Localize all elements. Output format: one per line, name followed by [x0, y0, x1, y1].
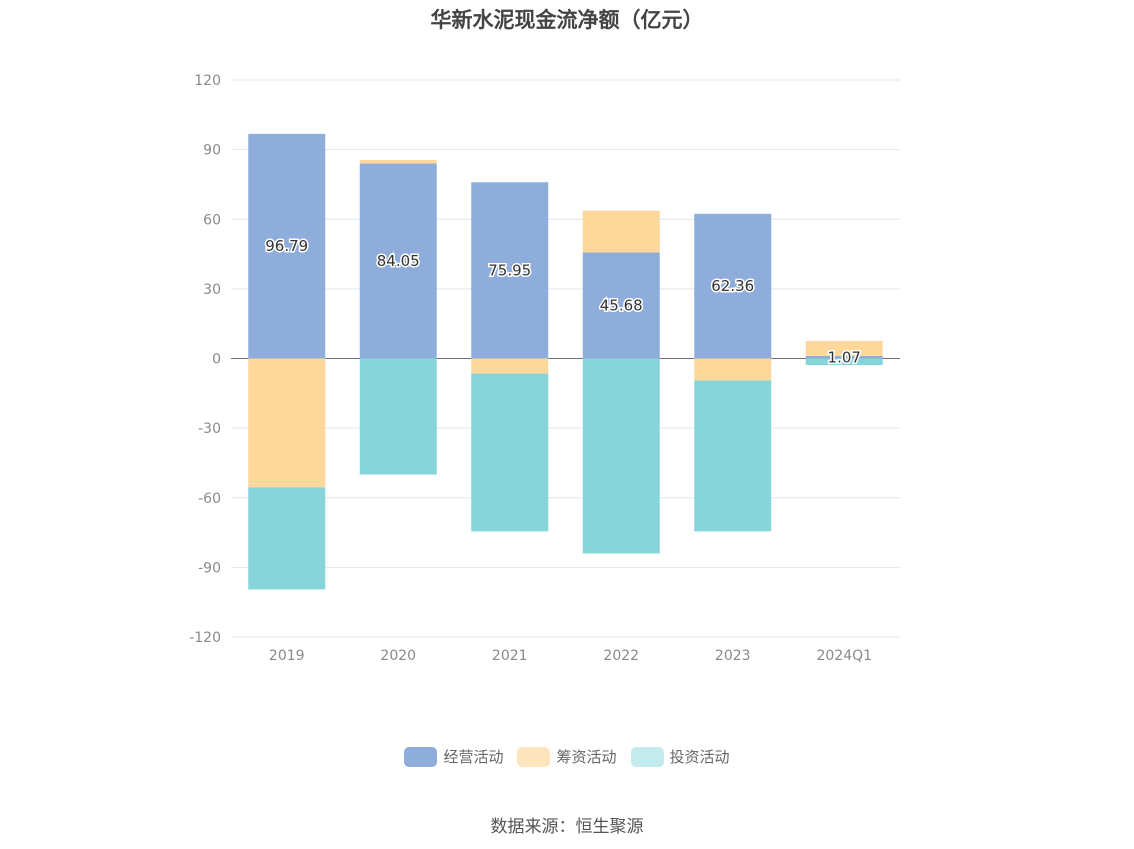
data-label-2022: 45.68: [600, 296, 643, 314]
x-tick-label: 2021: [492, 648, 528, 664]
y-tick-label: 30: [203, 282, 221, 298]
x-tick-label: 2023: [715, 648, 751, 664]
bar-投资活动-2021: [471, 373, 549, 532]
y-tick-label: -60: [198, 491, 221, 507]
bar-筹资活动-2024Q1: [805, 340, 883, 357]
bar-投资活动-2023: [694, 380, 772, 532]
data-label-2019: 96.79: [265, 237, 308, 255]
source-note: 数据来源：恒生聚源: [490, 817, 644, 837]
y-tick-label: 0: [212, 352, 221, 368]
data-label-2021: 75.95: [488, 261, 531, 279]
bar-筹资活动-2019: [248, 358, 326, 488]
y-tick-label: -120: [189, 630, 221, 646]
data-label-2020: 84.05: [377, 252, 420, 270]
legend-item[interactable]: 筹资活动: [517, 746, 617, 767]
data-label-2024Q1: 1.07: [828, 348, 861, 366]
bar-筹资活动-2020: [359, 159, 437, 164]
bar-投资活动-2020: [359, 358, 437, 475]
legend-label: 经营活动: [443, 748, 504, 766]
legend-swatch: [404, 746, 438, 767]
chart-plot: 120 90 60 30 0 -30 -60 -90 -120 2019 2020 2021 2022 2…: [189, 73, 900, 664]
legend-label: 投资活动: [669, 748, 730, 766]
bar-经营活动-2023: [694, 213, 772, 359]
x-tick-label: 2019: [269, 648, 305, 664]
bar-投资活动-2019: [248, 487, 326, 590]
bar-经营活动-2024Q1: [805, 356, 883, 359]
bar-筹资活动-2023: [694, 358, 772, 381]
y-tick-label: 90: [203, 143, 221, 159]
legend-item[interactable]: 投资活动: [630, 746, 730, 767]
legend: 经营活动 筹资活动 投资活动: [0, 746, 1134, 767]
x-tick-label: 2020: [380, 648, 416, 664]
bar-投资活动-2024Q1: [805, 358, 883, 365]
y-tick-label: 60: [203, 212, 221, 228]
y-tick-label: -30: [198, 421, 221, 437]
bar-筹资活动-2021: [471, 358, 549, 374]
bar-经营活动-2021: [471, 182, 549, 359]
chart-title: 华新水泥现金流净额（亿元）: [430, 8, 704, 32]
bar-经营活动-2019: [248, 133, 326, 359]
legend-swatch: [630, 746, 664, 767]
legend-item[interactable]: 经营活动: [404, 746, 503, 767]
y-tick-label: -90: [198, 560, 221, 576]
bar-经营活动-2022: [582, 252, 660, 359]
bar-投资活动-2022: [582, 358, 660, 554]
bar-经营活动-2020: [359, 163, 437, 359]
x-tick-label: 2024Q1: [816, 648, 872, 664]
legend-label: 筹资活动: [556, 748, 617, 766]
bar-筹资活动-2022: [582, 210, 660, 253]
legend-swatch: [517, 746, 551, 767]
y-tick-label: 120: [194, 73, 221, 89]
x-tick-label: 2022: [603, 648, 639, 664]
data-label-2023: 62.36: [711, 277, 754, 295]
